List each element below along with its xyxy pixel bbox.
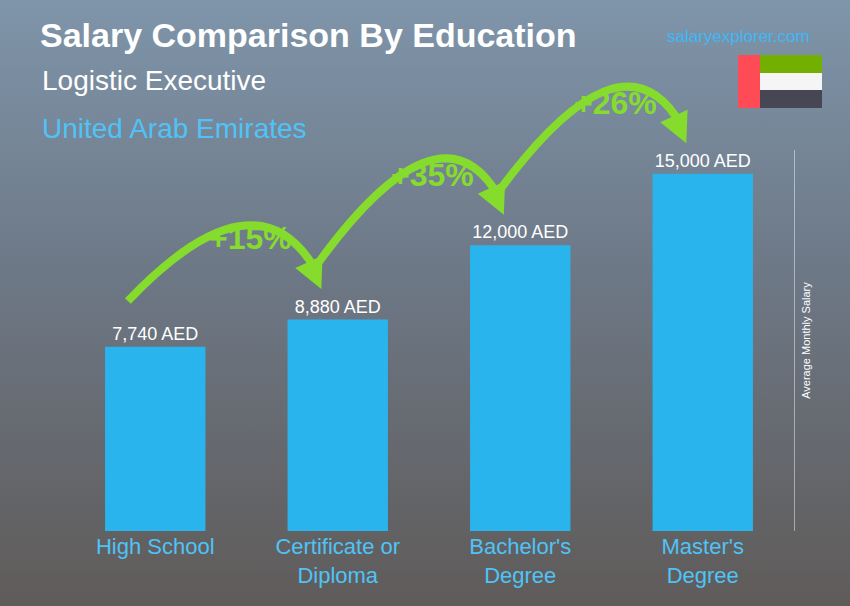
svg-text:United Arab Emirates: United Arab Emirates <box>42 113 307 144</box>
svg-text:+15%: +15% <box>209 220 292 256</box>
svg-text:8,880 AED: 8,880 AED <box>295 297 381 317</box>
svg-text:7,740 AED: 7,740 AED <box>112 324 198 344</box>
svg-text:Salary Comparison By Education: Salary Comparison By Education <box>40 16 577 54</box>
svg-text:Bachelor'sDegree: Bachelor'sDegree <box>469 534 571 588</box>
svg-text:+35%: +35% <box>391 157 474 193</box>
svg-text:+26%: +26% <box>574 85 657 121</box>
svg-text:15,000 AED: 15,000 AED <box>655 151 751 171</box>
svg-text:12,000 AED: 12,000 AED <box>472 222 568 242</box>
svg-text:High School: High School <box>96 534 215 559</box>
svg-text:salaryexplorer.com: salaryexplorer.com <box>667 27 810 46</box>
svg-text:Logistic Executive: Logistic Executive <box>42 65 266 96</box>
svg-text:Certificate orDiploma: Certificate orDiploma <box>275 534 400 588</box>
svg-text:Master'sDegree: Master'sDegree <box>662 534 744 588</box>
svg-text:Average Monthly Salary: Average Monthly Salary <box>800 282 812 399</box>
